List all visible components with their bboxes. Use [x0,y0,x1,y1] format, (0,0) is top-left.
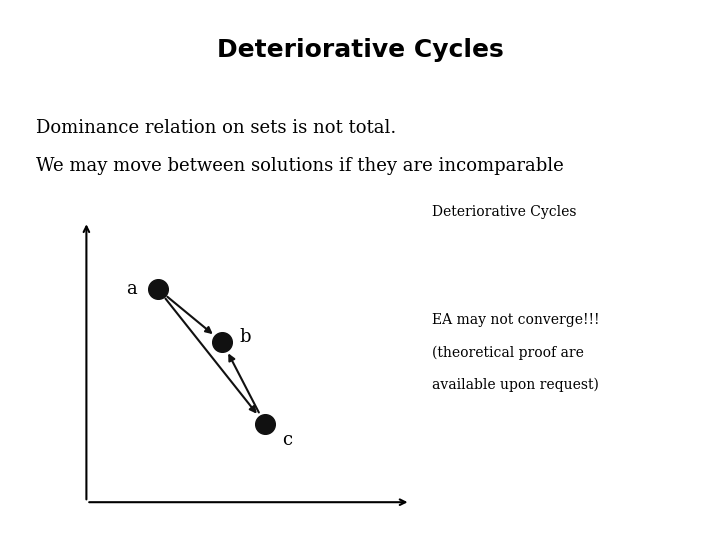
Text: c: c [282,431,292,449]
Text: (theoretical proof are: (theoretical proof are [432,346,584,360]
Text: Dominance relation on sets is not total.: Dominance relation on sets is not total. [36,119,396,137]
Point [259,419,271,428]
Text: Deteriorative Cycles: Deteriorative Cycles [217,38,503,62]
Text: available upon request): available upon request) [432,378,599,393]
Text: We may move between solutions if they are incomparable: We may move between solutions if they ar… [36,157,564,174]
Text: Deteriorative Cycles: Deteriorative Cycles [432,205,577,219]
Text: EA may not converge!!!: EA may not converge!!! [432,313,600,327]
Point [152,285,163,293]
Point [217,338,228,347]
Text: b: b [240,328,251,346]
Text: a: a [127,280,137,298]
